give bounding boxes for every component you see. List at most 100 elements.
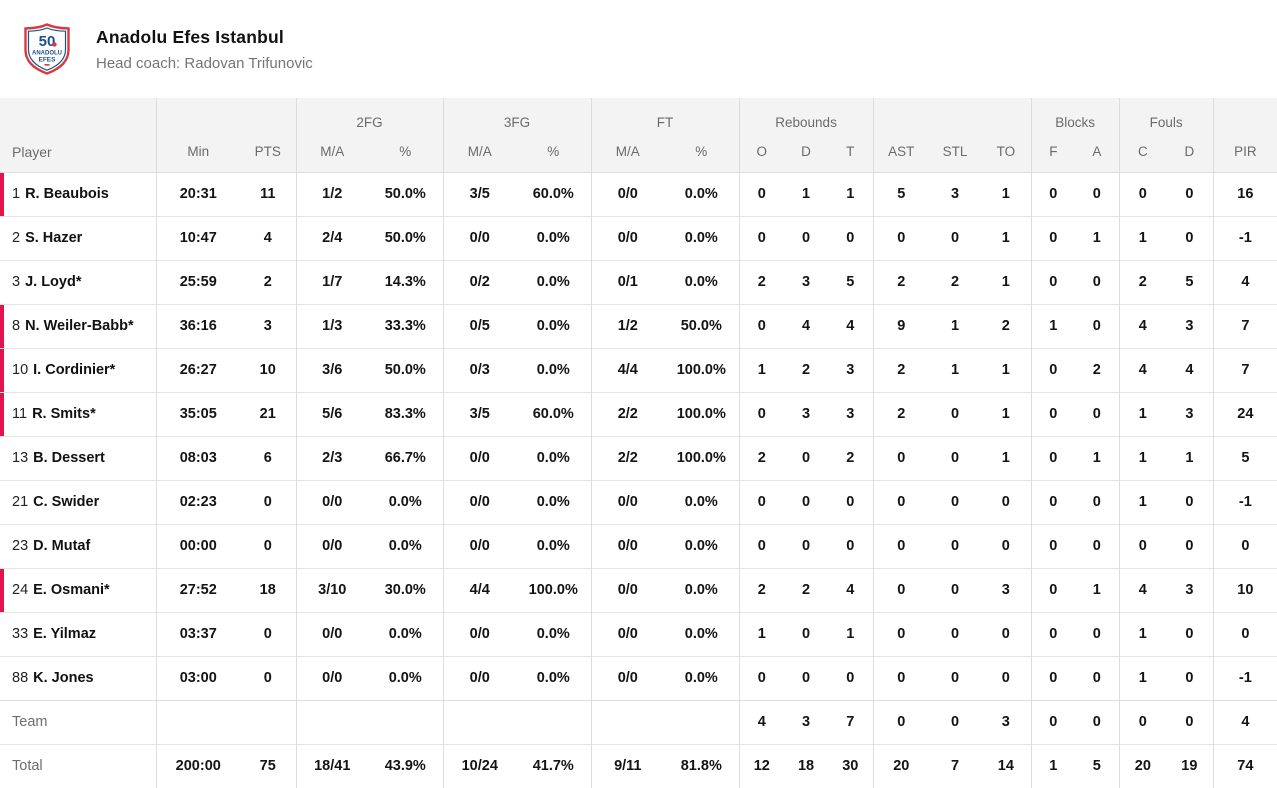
player-name-cell: 10 I. Cordinier* <box>0 347 156 392</box>
player-name-cell: 33 E. Yilmaz <box>0 611 156 656</box>
cell-pts: 11 <box>240 171 296 216</box>
cell-blk-f: 0 <box>1030 611 1076 656</box>
cell-stl: 2 <box>929 259 982 304</box>
player-row[interactable]: 13 B. Dessert 08:03 6 2/3 66.7% 0/0 0.0% … <box>0 435 1277 480</box>
cell-ast: 0 <box>872 215 930 260</box>
cell-pts: 3 <box>240 303 296 348</box>
cell-stl: 3 <box>929 171 982 216</box>
cell-pir: 10 <box>1212 567 1277 612</box>
player-row[interactable]: 2 S. Hazer 10:47 4 2/4 50.0% 0/0 0.0% 0/0… <box>0 215 1277 260</box>
player-row[interactable]: 10 I. Cordinier* 26:27 10 3/6 50.0% 0/3 0… <box>0 347 1277 392</box>
cell-pts: 21 <box>240 391 296 436</box>
player-name: C. Swider <box>33 494 100 510</box>
player-row[interactable]: 23 D. Mutaf 00:00 0 0/0 0.0% 0/0 0.0% 0/0… <box>0 523 1277 568</box>
cell-3fg-ma <box>442 699 517 744</box>
cell-3fg-pct: 0.0% <box>516 655 592 700</box>
cell-reb-t: 7 <box>828 699 874 744</box>
cell-ft-ma <box>590 699 665 744</box>
cell-foul-c: 0 <box>1118 523 1167 568</box>
cell-stl: 0 <box>929 215 982 260</box>
cell-ft-ma: 2/2 <box>590 391 665 436</box>
cell-min: 36:16 <box>155 303 240 348</box>
cell-ast: 5 <box>872 171 930 216</box>
cell-min: 26:27 <box>155 347 240 392</box>
cell-blk-f: 0 <box>1030 523 1076 568</box>
svg-text:ANADOLU: ANADOLU <box>32 51 62 57</box>
player-row[interactable]: 1 R. Beaubois 20:31 11 1/2 50.0% 3/5 60.0… <box>0 171 1277 216</box>
player-name-cell: 13 B. Dessert <box>0 435 156 480</box>
cell-stl: 7 <box>929 743 982 788</box>
svg-text:50: 50 <box>39 33 56 50</box>
cell-reb-o: 12 <box>738 743 785 788</box>
cell-ft-pct: 0.0% <box>664 215 740 260</box>
cell-3fg-ma: 0/2 <box>442 259 517 304</box>
cell-blk-a: 5 <box>1075 743 1120 788</box>
cell-2fg-ma: 1/3 <box>295 303 368 348</box>
player-row[interactable]: 24 E. Osmani* 27:52 18 3/10 30.0% 4/4 100… <box>0 567 1277 612</box>
cell-foul-c: 0 <box>1118 171 1167 216</box>
col-foul-c: C <box>1118 132 1167 172</box>
box-score-table: 2FG 3FG FT Rebounds Blocks Fouls Player … <box>0 98 1277 788</box>
group-rebounds: Rebounds <box>738 98 874 132</box>
cell-blk-a: 0 <box>1075 611 1120 656</box>
cell-reb-o: 4 <box>738 699 785 744</box>
player-row[interactable]: 8 N. Weiler-Babb* 36:16 3 1/3 33.3% 0/5 0… <box>0 303 1277 348</box>
cell-2fg-pct: 33.3% <box>368 303 444 348</box>
cell-foul-d: 4 <box>1166 347 1214 392</box>
cell-2fg-ma: 1/7 <box>295 259 368 304</box>
cell-ast: 0 <box>872 523 930 568</box>
team-row: Team 4 3 7 0 0 3 0 0 0 0 4 <box>0 699 1277 744</box>
cell-pir: 5 <box>1212 435 1277 480</box>
cell-reb-d: 18 <box>784 743 829 788</box>
col-2fg-ma: M/A <box>295 132 368 172</box>
cell-reb-d: 4 <box>784 303 829 348</box>
group-blocks: Blocks <box>1030 98 1120 132</box>
head-coach: Head coach: Radovan Trifunovic <box>96 54 313 72</box>
col-reb-d: D <box>784 132 829 172</box>
cell-ft-ma: 0/0 <box>590 655 665 700</box>
cell-blk-a: 0 <box>1075 259 1120 304</box>
player-row[interactable]: 33 E. Yilmaz 03:37 0 0/0 0.0% 0/0 0.0% 0/… <box>0 611 1277 656</box>
cell-foul-d: 0 <box>1166 171 1214 216</box>
col-player: Player <box>0 132 156 172</box>
cell-foul-d: 0 <box>1166 479 1214 524</box>
cell-ft-ma: 2/2 <box>590 435 665 480</box>
summary-body: Team 4 3 7 0 0 3 0 0 0 0 4 <box>0 699 1277 788</box>
cell-3fg-pct <box>516 699 592 744</box>
cell-blk-f: 0 <box>1030 391 1076 436</box>
cell-foul-c: 4 <box>1118 567 1167 612</box>
cell-pir: -1 <box>1212 479 1277 524</box>
cell-3fg-pct: 60.0% <box>516 171 592 216</box>
player-row[interactable]: 21 C. Swider 02:23 0 0/0 0.0% 0/0 0.0% 0/… <box>0 479 1277 524</box>
group-3fg: 3FG <box>442 98 592 132</box>
jersey-number: 3 <box>12 274 21 290</box>
cell-to: 0 <box>981 655 1032 700</box>
cell-to: 1 <box>981 171 1032 216</box>
cell-2fg-pct: 0.0% <box>368 523 444 568</box>
player-row[interactable]: 88 K. Jones 03:00 0 0/0 0.0% 0/0 0.0% 0/0… <box>0 655 1277 700</box>
cell-2fg-ma: 0/0 <box>295 479 368 524</box>
cell-blk-f: 0 <box>1030 171 1076 216</box>
cell-2fg-ma: 2/3 <box>295 435 368 480</box>
cell-ft-pct <box>664 699 740 744</box>
group-2fg: 2FG <box>295 98 444 132</box>
cell-to: 3 <box>981 567 1032 612</box>
cell-blk-f: 0 <box>1030 259 1076 304</box>
cell-ft-pct: 0.0% <box>664 171 740 216</box>
cell-stl: 0 <box>929 391 982 436</box>
cell-reb-d: 0 <box>784 611 829 656</box>
cell-3fg-pct: 0.0% <box>516 479 592 524</box>
cell-2fg-pct: 50.0% <box>368 215 444 260</box>
player-name-cell: 24 E. Osmani* <box>0 567 156 612</box>
player-name-cell: 3 J. Loyd* <box>0 259 156 304</box>
player-row[interactable]: 3 J. Loyd* 25:59 2 1/7 14.3% 0/2 0.0% 0/1… <box>0 259 1277 304</box>
cell-to: 0 <box>981 523 1032 568</box>
cell-3fg-ma: 3/5 <box>442 171 517 216</box>
cell-reb-o: 0 <box>738 391 785 436</box>
cell-foul-c: 2 <box>1118 259 1167 304</box>
player-row[interactable]: 11 R. Smits* 35:05 21 5/6 83.3% 3/5 60.0%… <box>0 391 1277 436</box>
cell-2fg-pct: 0.0% <box>368 611 444 656</box>
cell-min: 25:59 <box>155 259 240 304</box>
cell-blk-a: 0 <box>1075 699 1120 744</box>
cell-reb-d: 3 <box>784 699 829 744</box>
